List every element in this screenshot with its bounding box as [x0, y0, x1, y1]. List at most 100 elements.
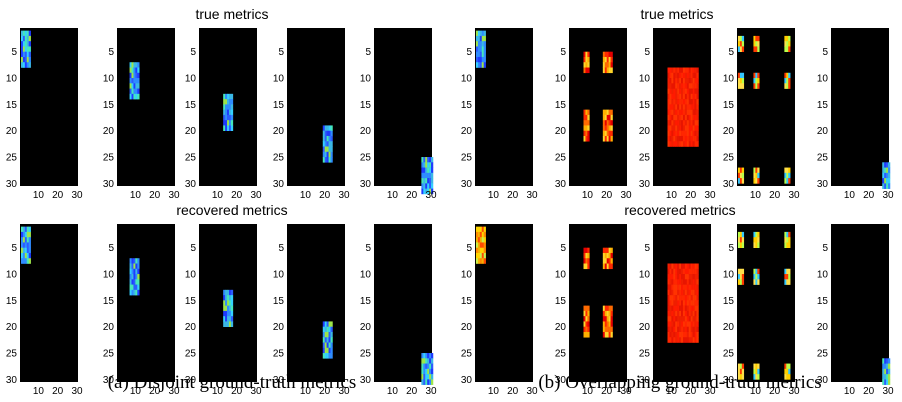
heatmap-cell: [583, 135, 586, 142]
heatmap-cell: [604, 247, 607, 254]
heatmap-cell: [230, 125, 234, 131]
heatmap-cell: [129, 268, 132, 275]
heatmap-cell: [784, 368, 787, 375]
heatmap-cell: [483, 56, 486, 63]
heatmap-cell: [483, 30, 486, 37]
heatmap-cell: [475, 226, 479, 233]
heatmap-cell: [684, 72, 688, 79]
heatmap-cell: [28, 247, 31, 254]
heatmap-cell: [669, 263, 672, 270]
heatmap-cell: [675, 263, 678, 270]
heatmap-cell: [688, 268, 691, 275]
heatmap-panel: 5 10 15 20 25 30 10 20 30: [185, 28, 262, 201]
heatmap-cell: [479, 242, 483, 248]
heatmap-cell: [694, 300, 697, 306]
heatmap-cell: [681, 295, 684, 301]
heatmap-cell: [604, 263, 607, 270]
heatmap-cell: [22, 247, 26, 254]
x-tick-label: 10: [666, 190, 678, 201]
heatmap-cell: [757, 242, 760, 248]
heatmap-cell: [675, 99, 678, 105]
heatmap-cell: [24, 247, 28, 254]
heatmap-cell: [669, 114, 672, 121]
heatmap-cell: [675, 135, 678, 142]
heatmap-cell: [692, 289, 695, 296]
heatmap-cell: [324, 141, 327, 147]
heatmap-cell: [667, 268, 670, 275]
heatmap-panel: 5 10 15 20 25 30 10 20 30: [273, 224, 350, 397]
heatmap-cell: [425, 358, 428, 364]
heatmap-cell: [694, 130, 697, 137]
x-tick-label: 10: [488, 386, 500, 397]
heatmap-cell: [483, 35, 486, 42]
heatmap-cell: [135, 72, 138, 79]
y-tick-label: 30: [185, 179, 197, 190]
x-tick-label: 30: [250, 190, 262, 201]
heatmap-cell: [882, 379, 885, 385]
heatmap-cell: [324, 326, 327, 333]
heatmap-cell: [129, 78, 132, 84]
heatmap-cell: [688, 104, 691, 110]
heatmap-cell: [481, 35, 484, 42]
heatmap-cell: [587, 258, 590, 264]
heatmap-cell: [427, 188, 430, 195]
heatmap-cell: [583, 258, 586, 264]
heatmap-cell: [692, 268, 695, 275]
heatmap-cell: [692, 331, 695, 338]
y-tick-label: 30: [6, 179, 18, 190]
heatmap-cell: [788, 172, 791, 179]
heatmap-cell: [671, 284, 674, 291]
heatmap-cell: [671, 289, 674, 296]
heatmap-cell: [223, 295, 226, 301]
heatmap-cell: [326, 342, 329, 349]
heatmap-cell: [423, 374, 426, 380]
x-tick-label: 20: [769, 190, 781, 201]
heatmap-cell: [669, 279, 672, 285]
heatmap-cell: [608, 130, 611, 137]
heatmap-cell: [671, 305, 674, 312]
heatmap-cell: [677, 83, 680, 89]
x-tick-label: 30: [71, 386, 83, 397]
heatmap-cell: [682, 120, 686, 126]
heatmap-cell: [696, 331, 699, 338]
heatmap-cell: [421, 358, 424, 364]
heatmap-cell: [225, 305, 228, 312]
heatmap-cell: [788, 231, 791, 238]
heatmap-cell: [587, 109, 590, 116]
x-tick-label: 20: [769, 386, 781, 397]
heatmap-cell: [22, 41, 26, 47]
heatmap-cell: [431, 188, 434, 195]
heatmap-cell: [690, 310, 693, 317]
heatmap-cell: [686, 99, 690, 105]
heatmap-cell: [330, 326, 333, 333]
heatmap-cell: [137, 78, 140, 84]
heatmap-cell: [671, 83, 674, 89]
heatmap-cell: [587, 62, 590, 68]
heatmap-cell: [679, 321, 682, 327]
heatmap-panel: 5 10 15 20 25 30 10 20 30: [103, 28, 180, 201]
heatmap-cell: [606, 247, 609, 254]
heatmap-cell: [135, 88, 138, 95]
y-tick-label: 15: [723, 296, 735, 307]
heatmap-cell: [675, 316, 678, 322]
heatmap-cell: [477, 30, 481, 37]
heatmap-cell: [677, 295, 680, 301]
heatmap-cell: [328, 130, 331, 137]
y-tick-label: 5: [728, 243, 734, 254]
heatmap-cell: [129, 284, 132, 291]
heatmap-cell: [696, 114, 699, 121]
x-tick-label: 20: [507, 190, 519, 201]
heatmap-cell: [133, 83, 136, 89]
heatmap-cell: [753, 268, 756, 275]
heatmap-cell: [129, 72, 132, 79]
heatmap-cell: [610, 130, 613, 137]
heatmap-cell: [26, 35, 29, 42]
heatmap-cell: [675, 88, 678, 95]
heatmap-cell: [326, 347, 329, 354]
heatmap-cell: [324, 337, 327, 343]
heatmap-cell: [667, 109, 670, 116]
heatmap-cell: [602, 135, 606, 142]
heatmap-cell: [425, 167, 428, 174]
heatmap-cell: [608, 62, 611, 68]
heatmap-cell: [585, 56, 588, 63]
